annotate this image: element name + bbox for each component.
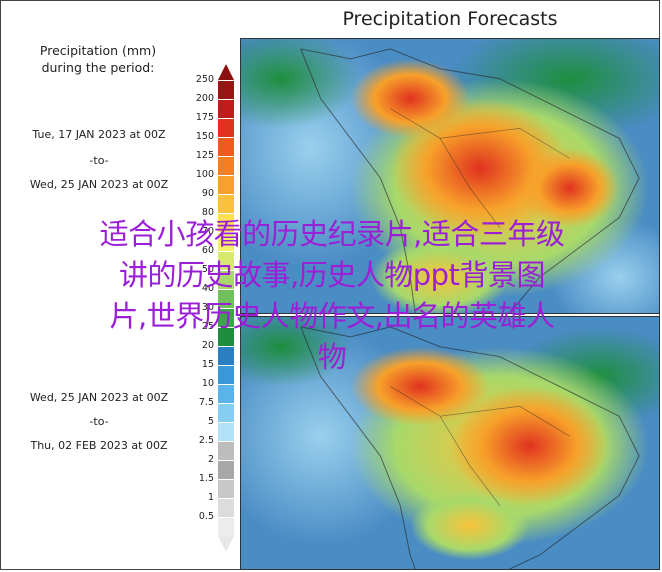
- period1-sep: -to-: [89, 154, 109, 167]
- colorbar-tick-label: 0.5: [198, 511, 214, 522]
- colorbar-segment: [218, 441, 234, 460]
- colorbar-tick-label: 2: [207, 454, 214, 465]
- colorbar: [218, 80, 234, 536]
- colorbar-tick-label: 25: [201, 321, 214, 332]
- period2-sep: -to-: [89, 415, 109, 428]
- colorbar-tick-label: 175: [195, 112, 214, 123]
- colorbar-segment: [218, 213, 234, 232]
- colorbar-tick-label: 50: [201, 264, 214, 275]
- colorbar-segment: [218, 498, 234, 517]
- colorbar-segment: [218, 422, 234, 441]
- colorbar-segment: [218, 251, 234, 270]
- colorbar-tick-label: 15: [201, 359, 214, 370]
- watermark-line3: 片,世界历史人物作文,出名的英雄人: [109, 299, 555, 333]
- map-period1-canvas: [241, 39, 659, 313]
- colorbar-segment: [218, 327, 234, 346]
- colorbar-tick-label: 40: [201, 283, 214, 294]
- colorbar-segment: [218, 232, 234, 251]
- colorbar-top-arrow: [218, 64, 234, 80]
- colorbar-tick-label: 80: [201, 207, 214, 218]
- colorbar-tick-label: 20: [201, 340, 214, 351]
- colorbar-segment: [218, 479, 234, 498]
- colorbar-tick-label: 125: [195, 150, 214, 161]
- colorbar-segment: [218, 118, 234, 137]
- colorbar-segment: [218, 270, 234, 289]
- colorbar-segment: [218, 384, 234, 403]
- colorbar-tick-label: 60: [201, 245, 214, 256]
- period1-start: Tue, 17 JAN 2023 at 00Z: [32, 128, 166, 141]
- colorbar-tick-label: 30: [201, 302, 214, 313]
- colorbar-segment: [218, 517, 234, 536]
- colorbar-tick-label: 2.5: [198, 435, 214, 446]
- watermark-line1: 适合小孩看的历史纪录片,适合三年级: [99, 217, 565, 251]
- colorbar-segment: [218, 346, 234, 365]
- watermark-line4: 物: [317, 340, 347, 374]
- colorbar-segment: [218, 460, 234, 479]
- colorbar-tick-label: 250: [195, 74, 214, 85]
- colorbar-segment: [218, 137, 234, 156]
- period2-end: Thu, 02 FEB 2023 at 00Z: [30, 439, 168, 452]
- colorbar-tick-label: 1.5: [198, 473, 214, 484]
- colorbar-tick-label: 10: [201, 378, 214, 389]
- map-period2-canvas: [241, 317, 659, 569]
- colorbar-segment: [218, 289, 234, 308]
- colorbar-tick-label: 100: [195, 169, 214, 180]
- legend-heading-line1: Precipitation (mm): [39, 43, 157, 58]
- colorbar-tick-label: 5: [207, 416, 214, 427]
- period2-start: Wed, 25 JAN 2023 at 00Z: [29, 391, 169, 404]
- colorbar-segment: [218, 403, 234, 422]
- colorbar-tick-label: 150: [195, 131, 214, 142]
- colorbar-tick-label: 70: [201, 226, 214, 237]
- colorbar-segment: [218, 308, 234, 327]
- colorbar-segment: [218, 80, 234, 99]
- colorbar-segment: [218, 175, 234, 194]
- colorbar-tick-label: 7.5: [198, 397, 214, 408]
- period1-end: Wed, 25 JAN 2023 at 00Z: [29, 178, 169, 191]
- colorbar-bottom-arrow: [218, 536, 234, 552]
- legend-heading-line2: during the period:: [41, 60, 155, 75]
- colorbar-segment: [218, 194, 234, 213]
- colorbar-segment: [218, 365, 234, 384]
- colorbar-segment: [218, 156, 234, 175]
- colorbar-tick-label: 90: [201, 188, 214, 199]
- watermark-line2: 讲的历史故事,历史人物ppt背景图: [119, 258, 545, 292]
- figure-title: Precipitation Forecasts: [342, 8, 558, 30]
- colorbar-tick-label: 1: [207, 492, 214, 503]
- legend-panel: Precipitation (mm) during the period: Tu…: [0, 0, 238, 570]
- legend-heading: Precipitation (mm) during the period:: [10, 42, 186, 76]
- colorbar-tick-label: 200: [195, 93, 214, 104]
- forecast-map-period2: [240, 316, 660, 570]
- colorbar-segment: [218, 99, 234, 118]
- forecast-map-period1: [240, 38, 660, 314]
- watermark-overlay: 适合小孩看的历史纪录片,适合三年级 讲的历史故事,历史人物ppt背景图 片,世界…: [6, 214, 658, 378]
